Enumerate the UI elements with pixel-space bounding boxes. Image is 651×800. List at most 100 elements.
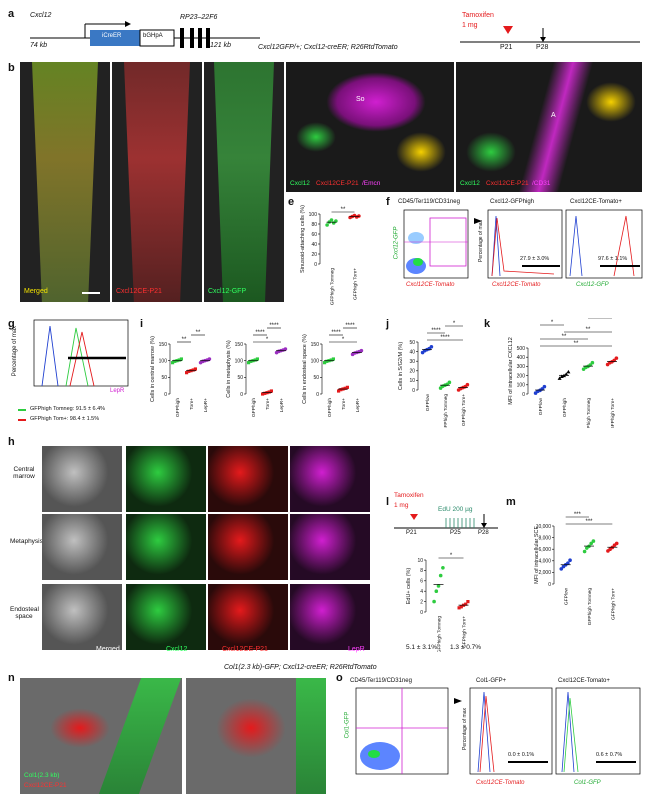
l-dose: 1 mg	[394, 502, 409, 509]
y-tick-label: 6	[420, 579, 423, 585]
data-point	[329, 218, 334, 222]
data-point	[429, 345, 434, 349]
data-point	[345, 385, 349, 389]
category-label: GFPhigh Tomneg	[586, 398, 592, 428]
o-pct2: 0.6 ± 0.7%	[596, 752, 623, 758]
l-edu: EdU 200 µg	[438, 506, 473, 513]
g-legend2: GFPhigh Tom+: 98.4 ± 1.5%	[30, 416, 100, 422]
d-legend-green: Cxcl12	[460, 180, 480, 187]
h-cell-r1-c3	[208, 446, 288, 512]
y-tick-label: 50	[409, 340, 415, 346]
h-cell-r3-c1	[42, 584, 122, 650]
f-x-axis: Cxcl12CE-Tomato	[406, 282, 455, 288]
category-label: GFPhigh Tomneg	[330, 268, 336, 306]
data-point	[343, 386, 347, 390]
y-axis-label: Cells in central marrow (%)	[150, 336, 156, 402]
y-tick-label: 0	[314, 262, 317, 268]
data-point	[255, 357, 259, 361]
y-tick-label: 150	[311, 342, 320, 348]
y-tick-label: 50	[161, 375, 167, 381]
data-point	[447, 380, 452, 385]
h-cell-r2-c3	[208, 514, 288, 580]
data-point	[185, 371, 189, 375]
sig-label: **	[586, 327, 591, 333]
h-col-cxcl12: Cxcl12	[166, 646, 188, 653]
dose-label: 1 mg	[462, 22, 478, 29]
panel-label-l: l	[386, 496, 390, 508]
h-grid: Central marrow Metaphysis Endosteal spac…	[10, 446, 380, 656]
so-label: So	[356, 96, 365, 103]
left-kb-label: 74 kb	[30, 42, 48, 49]
icreer-label: iCreER	[102, 33, 122, 39]
y-axis-label: EdU+ cells (%)	[406, 568, 412, 605]
sig-label: ****	[331, 330, 341, 336]
bac-label: RP23–22F6	[180, 14, 218, 21]
data-point	[267, 390, 271, 394]
category-label: GFPhigh	[175, 398, 181, 417]
y-tick-label: 20	[409, 369, 415, 375]
micrograph-n1: Col1(2.3 kb) Cxcl12CE-P21	[20, 678, 182, 794]
h-cell-r2-c2	[126, 514, 206, 580]
data-point	[357, 214, 361, 218]
sig-label: **	[562, 334, 567, 340]
h-cell-r2-c1	[42, 514, 122, 580]
y-tick-label: 6,000	[538, 547, 551, 553]
data-point	[459, 605, 463, 609]
bghpa-label: bGHpA	[143, 33, 163, 39]
category-label: Tom+	[265, 398, 271, 410]
data-point	[323, 361, 327, 365]
c-legend-green: Cxcl12	[290, 180, 310, 187]
y-tick-label: 500	[517, 346, 526, 352]
f-gate-title: CD45/Ter119/CD31neg	[398, 199, 460, 205]
h-cell-r3-c3	[208, 584, 288, 650]
y-tick-label: 400	[517, 355, 526, 361]
h-cell-r2-c4	[290, 514, 370, 580]
y-tick-label: 100	[517, 383, 526, 389]
y-tick-label: 10	[409, 378, 415, 384]
h-cell-r3-c4	[290, 584, 370, 650]
flow-f: CD45/Ter119/CD31neg Cxcl12-GFPhigh Cxcl1…	[393, 196, 648, 306]
chart-e: 0 20 40 60 80 100 Sinusoid-attaching cells (%)…	[290, 196, 380, 306]
data-point	[464, 602, 468, 606]
data-point	[247, 361, 251, 365]
timeline-a: Tamoxifen 1 mg P21 P28	[460, 10, 645, 55]
o-y-axis: Col1-GFP	[344, 711, 351, 739]
data-point	[566, 561, 570, 565]
l-p28: P28	[478, 530, 489, 536]
y-tick-label: 150	[235, 342, 244, 348]
panel-label-j: j	[386, 318, 390, 330]
o-hist1-x: Cxcl12CE-Tomato	[476, 780, 525, 786]
data-point	[179, 357, 183, 361]
panel-label-i: i	[140, 318, 144, 330]
category-label: GFPhigh	[251, 398, 257, 417]
category-label: GFPhigh	[562, 398, 568, 417]
mouse-line-label: Cxcl12GFP/+; Cxcl12-creER; R26RtdTomato	[258, 44, 398, 51]
data-point	[438, 573, 443, 578]
sig-label: *	[342, 337, 345, 343]
h-cell-r3-c2	[126, 584, 206, 650]
panel-label-b: b	[8, 62, 15, 74]
red-label: Cxcl12CE-P21	[116, 288, 162, 295]
a-label: A	[551, 112, 556, 119]
y-axis-label: MFI of intracellular CXCL12	[508, 337, 514, 405]
data-point	[191, 368, 195, 372]
l-p21: P21	[406, 530, 417, 536]
y-axis-label: MFI of intracellular SCF	[534, 525, 540, 583]
data-point	[465, 382, 470, 387]
y-tick-label: 100	[309, 212, 318, 218]
data-point	[436, 584, 441, 588]
l-stat1: 5.1 ± 3.1%	[406, 644, 438, 651]
data-point	[434, 589, 439, 593]
data-point	[582, 549, 587, 554]
category-label: GFPhigh Tom+	[610, 588, 616, 620]
data-point	[614, 541, 619, 546]
sig-label: *	[266, 337, 269, 343]
y-tick-label: 40	[311, 242, 317, 248]
data-point	[559, 374, 564, 379]
category-label: GFPhigh Tom+	[462, 616, 468, 648]
h-row-label-2: Metaphysis	[10, 538, 43, 545]
data-point	[261, 392, 265, 396]
g-xlabel: LepR	[110, 388, 125, 394]
